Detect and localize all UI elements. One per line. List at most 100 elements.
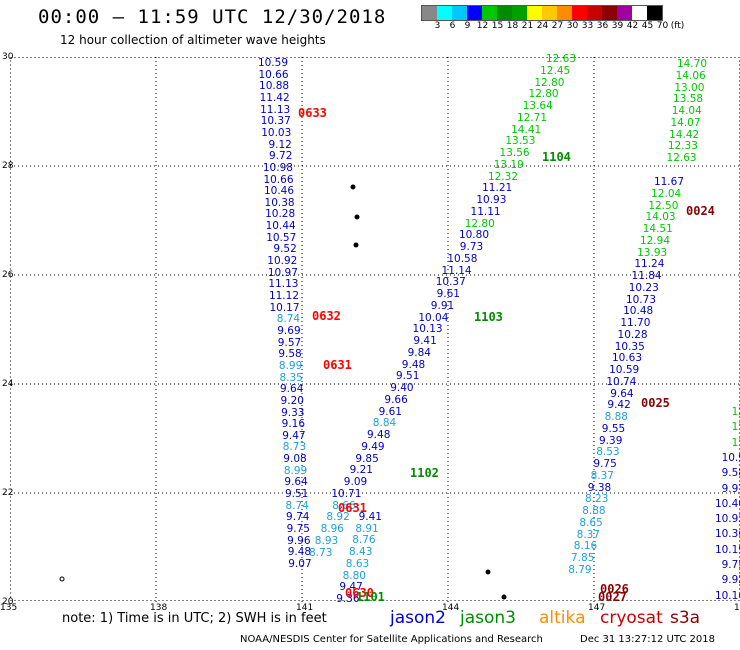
pass-label: 0632 xyxy=(312,309,341,323)
legend-swatch xyxy=(557,6,572,20)
wave-height-value: 8.76 xyxy=(352,534,376,547)
wave-height-value: 11.24 xyxy=(634,258,665,271)
color-scale-legend xyxy=(421,5,663,21)
pass-label: 0026 xyxy=(600,582,629,596)
wave-height-value: 11.14 xyxy=(441,264,472,277)
wave-height-value: 8.92 xyxy=(326,511,350,524)
wave-height-value: 8.63 xyxy=(345,557,370,570)
legend-swatch xyxy=(602,6,617,20)
wave-height-value: 9.72 xyxy=(269,150,293,163)
wave-height-value: 10.66 xyxy=(258,68,289,81)
wave-height-value: 10.28 xyxy=(265,208,296,221)
wave-height-value: 10.63 xyxy=(611,352,642,365)
lon-tick: 141 xyxy=(296,603,314,613)
wave-height-value: 10.03 xyxy=(261,126,292,139)
legend-label: 45 xyxy=(641,21,654,31)
wave-height-value: 8.66 xyxy=(332,499,356,512)
wave-height-value: 10.40 xyxy=(714,497,740,510)
wave-height-value: 9.51 xyxy=(284,488,309,501)
wave-height-value: 12.80 xyxy=(528,88,559,101)
legend-swatch xyxy=(467,6,482,20)
satellite-cryosat: cryosat xyxy=(600,608,663,628)
wave-height-value: 11.13 xyxy=(260,103,291,116)
timestamp-text: Dec 31 13:27:12 UTC 2018 xyxy=(580,634,715,645)
wave-height-value: 12 xyxy=(731,421,740,434)
wave-height-value: 8.80 xyxy=(342,569,366,582)
wave-height-value: 10.36 xyxy=(714,528,740,541)
wave-height-value: 9.21 xyxy=(349,464,373,477)
wave-height-value: 8.88 xyxy=(582,505,606,517)
lat-tick: 22 xyxy=(2,488,14,498)
lon-tick: 138 xyxy=(150,603,168,613)
wave-height-value: 10.35 xyxy=(614,340,645,353)
wave-height-value: 9.97 xyxy=(721,482,740,495)
wave-height-value: 10.92 xyxy=(267,255,298,268)
wave-height-value: 9.74 xyxy=(286,511,310,524)
wave-height-value: 12.45 xyxy=(540,64,571,77)
footer-note: note: 1) Time is in UTC; 2) SWH is in fe… xyxy=(62,611,327,626)
wave-height-value: 9.75 xyxy=(721,559,740,571)
wave-height-value: 10.16 xyxy=(714,589,740,602)
wave-height-value: 9.09 xyxy=(343,476,368,488)
wave-height-value: 9.85 xyxy=(355,452,379,465)
wave-height-value: 8.73 xyxy=(282,441,307,454)
wave-height-value: 10.88 xyxy=(259,80,290,93)
legend-label: 3 xyxy=(434,21,441,31)
wave-height-value: 8.53 xyxy=(596,446,620,459)
legend-label: 42 xyxy=(626,21,639,31)
wave-height-value: 14.07 xyxy=(670,116,701,129)
wave-height-value: 10.46 xyxy=(263,185,295,198)
wave-height-value: 14.04 xyxy=(671,105,702,117)
wave-height-value: 9.51 xyxy=(396,370,420,383)
pass-label: 0024 xyxy=(686,204,715,218)
island-marker xyxy=(485,569,491,575)
wave-height-value: 9.48 xyxy=(401,358,426,371)
wave-height-value: 14.70 xyxy=(676,58,707,70)
wave-height-value: 9.92 xyxy=(721,574,740,587)
wave-height-value: 8.23 xyxy=(585,493,609,506)
wave-height-value: 9.58 xyxy=(278,348,302,361)
wave-height-map: 10.59 10.66 10.88 11.42 11.13 10.37 10.03 9.12 9… xyxy=(10,53,740,605)
wave-height-value: 9.66 xyxy=(384,393,408,406)
wave-height-value: 8.37 xyxy=(590,469,614,482)
pass-label: 1104 xyxy=(542,150,571,164)
wave-height-value: 9.52 xyxy=(273,243,297,256)
wave-height-value: 14.51 xyxy=(642,223,673,235)
legend-label: 15 xyxy=(491,21,504,31)
wave-height-value: 8.79 xyxy=(568,563,592,576)
legend-swatch xyxy=(482,6,497,20)
legend-swatch xyxy=(527,6,542,20)
legend-swatch xyxy=(632,6,647,20)
wave-height-value: 10.17 xyxy=(269,301,300,314)
wave-height-value: 10.44 xyxy=(265,220,296,233)
wave-height-value: 14.42 xyxy=(669,128,700,141)
pass-label: 0631 xyxy=(323,358,352,372)
pass-label: 1102 xyxy=(410,466,439,480)
wave-height-value: 9.69 xyxy=(277,324,301,337)
wave-height-value: 8.74 xyxy=(276,313,301,326)
wave-height-value: 9.08 xyxy=(283,453,307,466)
wave-height-value: 9.36 xyxy=(336,592,360,605)
wave-height-value: 9.73 xyxy=(459,241,484,253)
wave-height-value: 12.63 xyxy=(545,53,576,65)
wave-height-value: 9.64 xyxy=(610,387,634,400)
wave-height-value: 13.53 xyxy=(505,135,536,148)
credit-text: NOAA/NESDIS Center for Satellite Applica… xyxy=(240,634,543,645)
wave-height-value: 11.13 xyxy=(268,278,299,291)
legend-label: 6 xyxy=(449,21,456,31)
wave-height-value: 9.75 xyxy=(593,458,617,470)
wave-height-value: 10.98 xyxy=(262,161,293,174)
wave-height-value: 10.80 xyxy=(458,229,489,242)
wave-height-value: 13.56 xyxy=(499,147,530,159)
wave-height-value: 9.38 xyxy=(587,481,612,494)
wave-height-value: 10.92 xyxy=(714,513,740,526)
legend-swatch xyxy=(647,6,662,20)
wave-height-value: 9.12 xyxy=(268,138,292,151)
legend-swatch xyxy=(542,6,557,20)
legend-label: 70 xyxy=(656,21,669,31)
wave-height-value: 8.91 xyxy=(355,522,379,535)
wave-height-value: 8.99 xyxy=(283,464,308,477)
legend-label: 12 xyxy=(476,21,489,31)
satellite-s3a: s3a xyxy=(670,608,701,628)
pass-label: 0027 xyxy=(598,590,627,604)
